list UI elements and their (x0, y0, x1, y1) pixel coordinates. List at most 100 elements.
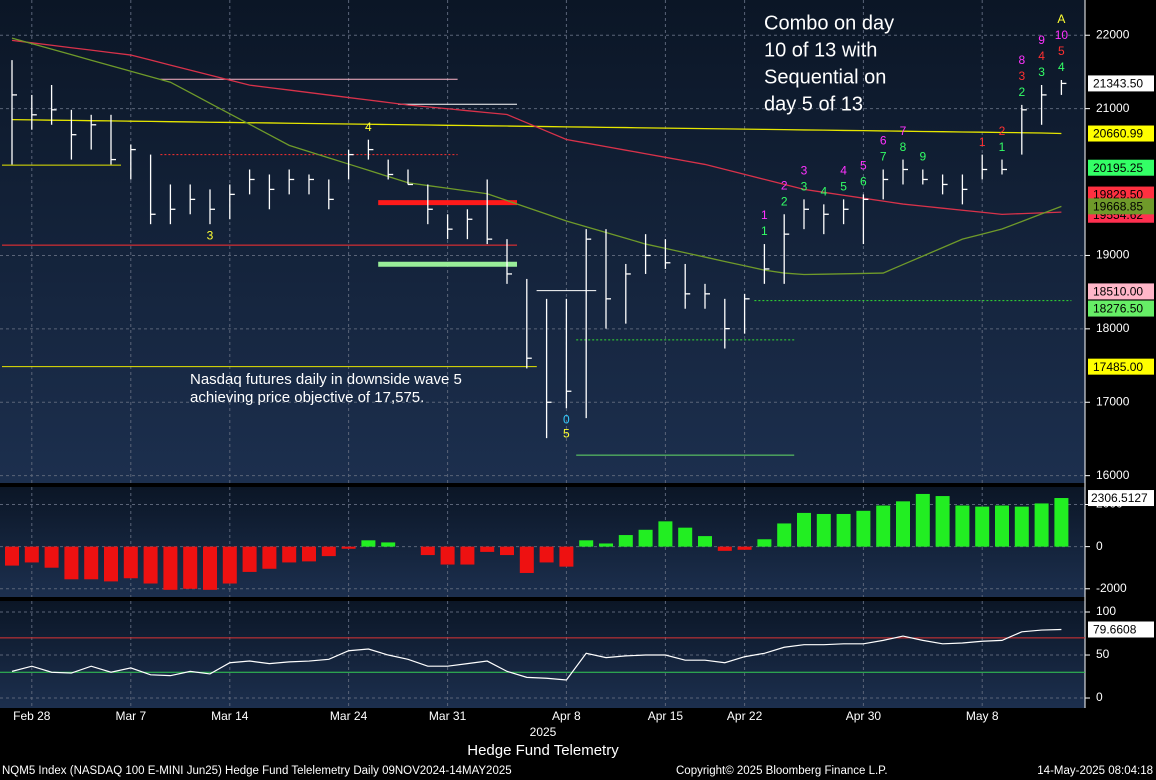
count-label: 5 (860, 159, 867, 173)
histogram-bar (737, 546, 752, 550)
count-label: 5 (1058, 44, 1065, 58)
count-label: 6 (860, 175, 867, 189)
annotation: 10 of 13 with (764, 39, 877, 61)
histogram-bar (935, 496, 950, 547)
histogram-bar (856, 510, 871, 547)
y-tick-label: 0 (1096, 690, 1103, 704)
histogram-bar (183, 546, 198, 589)
histogram-bar (24, 546, 39, 563)
histogram-bar (420, 546, 435, 556)
histogram-bar (1014, 506, 1029, 547)
count-label: 4 (840, 164, 847, 178)
histogram-bar (341, 546, 356, 549)
count-label: 5 (563, 426, 570, 440)
count-label: 2 (1018, 85, 1025, 99)
footer-right: 14-May-2025 08:04:18 (1037, 765, 1153, 777)
annotation: Combo on day (764, 12, 894, 34)
price-label-box (1088, 300, 1154, 317)
histogram-bar (638, 529, 653, 547)
count-label: 3 (1018, 69, 1025, 83)
price-label-box (1088, 75, 1154, 92)
x-tick-label: May 8 (966, 709, 999, 723)
moving-average (11, 37, 1062, 276)
histogram-bar (321, 546, 336, 557)
price-label-box (1088, 198, 1154, 215)
histogram-bar (955, 505, 970, 547)
rsi-panel (0, 601, 1085, 708)
count-label: 9 (919, 150, 926, 164)
price-label-box (1088, 358, 1154, 375)
count-label: 3 (801, 164, 808, 178)
histogram-bar (698, 536, 712, 547)
count-label: 8 (900, 140, 907, 154)
histogram-bar (361, 540, 376, 547)
histogram-bar (123, 546, 138, 579)
x-tick-label: Apr 15 (648, 709, 684, 723)
count-label: 7 (880, 150, 887, 164)
histogram-bar (975, 506, 990, 547)
x-tick-label: Apr 8 (552, 709, 581, 723)
count-label: 1 (761, 224, 768, 238)
count-label: 4 (365, 120, 372, 134)
histogram-bar (757, 539, 772, 547)
footer-center: Copyright© 2025 Bloomberg Finance L.P. (676, 765, 888, 777)
count-label: 2 (781, 178, 788, 192)
y-tick-label: 22000 (1096, 27, 1130, 41)
histogram-bar (915, 493, 930, 547)
annotation: Nasdaq futures daily in downside wave 5 (190, 371, 462, 388)
histogram-bar (222, 546, 237, 584)
histogram-bar (896, 501, 910, 547)
count-label: 5 (840, 180, 847, 194)
histogram-bar (203, 546, 217, 590)
histogram-bar (500, 546, 514, 556)
x-axis-title: Hedge Fund Telemetry (467, 742, 619, 759)
last-value-label: 79.6608 (1093, 623, 1137, 637)
histogram-bar (440, 546, 455, 565)
price-label: 20195.25 (1093, 161, 1143, 175)
histogram-bar (1034, 503, 1049, 547)
price-label-box (1088, 283, 1154, 300)
histogram-bar (618, 535, 633, 547)
price-label: 17485.00 (1093, 360, 1143, 374)
count-label: 4 (1038, 49, 1045, 63)
histogram-bar (44, 546, 59, 568)
price-label: 19829.50 (1093, 188, 1143, 202)
histogram-bar (599, 543, 613, 547)
count-label: 9 (1038, 33, 1045, 47)
price-label: 19668.85 (1093, 200, 1143, 214)
histogram-bar (84, 546, 99, 580)
histogram-bar (64, 546, 79, 580)
annotation: achieving price objective of 17,575. (190, 389, 424, 406)
annotation: day 5 of 13 (764, 93, 863, 115)
count-label: 8 (1018, 53, 1025, 67)
footer-left: NQM5 Index (NASDAQ 100 E-MINI Jun25) Hed… (2, 765, 512, 777)
count-label: 1 (979, 135, 986, 149)
price-label: 18276.50 (1093, 302, 1143, 316)
histogram-bar (242, 546, 257, 572)
y-tick-label: 16000 (1096, 468, 1130, 482)
moving-average (11, 39, 1062, 215)
count-label: 3 (207, 228, 214, 242)
histogram-bar (302, 546, 316, 562)
count-label: 3 (801, 180, 808, 194)
last-value-label: 2306.5127 (1091, 491, 1148, 505)
histogram-bar (163, 546, 178, 590)
last-value-box (1088, 490, 1154, 507)
histogram-bar (282, 546, 297, 563)
price-label-box (1088, 125, 1154, 142)
last-value-box (1088, 621, 1154, 638)
x-tick-label: Feb 28 (13, 709, 51, 723)
count-label: A (1057, 12, 1065, 26)
count-label: 10 (1055, 28, 1069, 42)
histogram-bar (104, 546, 118, 582)
histogram-bar (1054, 498, 1069, 547)
count-label: 2 (999, 124, 1006, 138)
x-tick-label: Mar 31 (429, 709, 467, 723)
price-label: 18510.00 (1093, 285, 1143, 299)
y-tick-label: 21000 (1096, 101, 1130, 115)
histogram-bar (381, 542, 396, 547)
y-tick-label: 50 (1096, 647, 1110, 661)
count-label: 4 (820, 185, 827, 199)
y-tick-label: 19000 (1096, 248, 1130, 262)
